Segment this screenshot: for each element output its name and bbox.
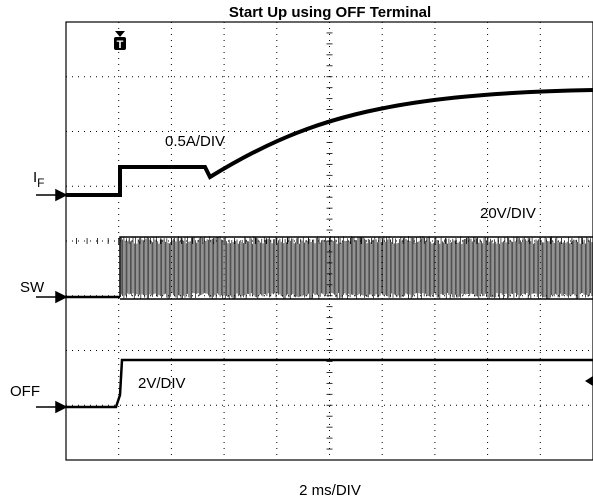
ch1-scale: 0.5A/DIV <box>165 133 225 150</box>
trigger-box <box>114 37 126 50</box>
sw-burst <box>119 236 593 299</box>
title: Start Up using OFF Terminal <box>229 4 431 21</box>
ch2-label: SW <box>20 279 45 296</box>
timebase: 2 ms/DIV <box>299 482 361 499</box>
ch2-marker <box>36 290 68 304</box>
if-waveform <box>66 88 593 197</box>
level-marker <box>585 376 593 386</box>
trigger-arrow <box>115 31 125 37</box>
ch1-name: I <box>33 169 37 186</box>
graticule-border <box>65 21 593 461</box>
ch3-label: OFF <box>10 383 40 400</box>
trigger-label: T <box>117 39 124 51</box>
off-waveform <box>66 358 593 409</box>
sw-edges <box>119 236 593 300</box>
ch3-marker <box>36 400 68 414</box>
ch1-sub: F <box>37 176 44 190</box>
ch3-scale: 2V/DIV <box>138 375 186 392</box>
sw-waveform <box>119 236 593 300</box>
ch2-scale: 20V/DIV <box>480 205 536 222</box>
waveforms <box>66 88 593 409</box>
ch1-marker <box>36 188 68 202</box>
ch1-label: IF <box>33 169 45 190</box>
